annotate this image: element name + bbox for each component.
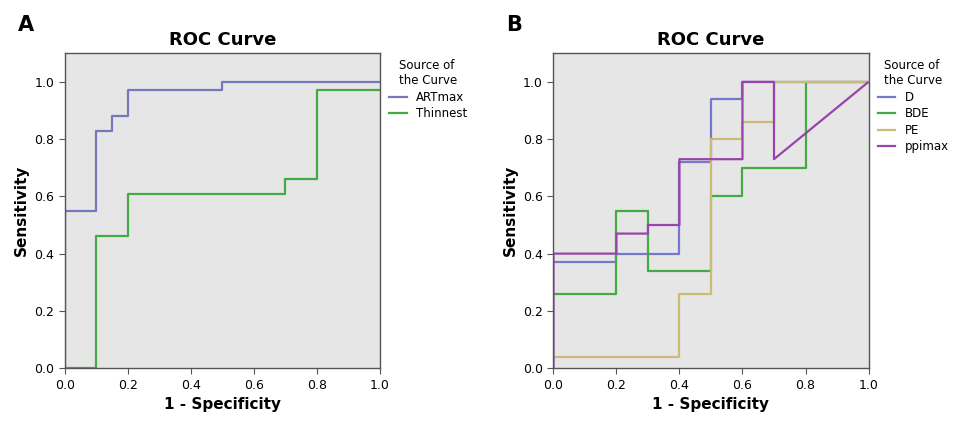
ARTmax	[217, 88, 228, 93]
ARTmax	[106, 128, 117, 133]
D	[674, 251, 686, 256]
BDE	[642, 208, 654, 213]
ppimax	[642, 231, 654, 236]
ARTmax	[106, 114, 117, 119]
ARTmax	[217, 79, 228, 84]
ARTmax	[91, 208, 102, 213]
BDE	[863, 79, 874, 84]
ppimax	[548, 251, 560, 256]
Text: B: B	[507, 15, 522, 35]
Thinnest	[311, 177, 323, 182]
Thinnest	[122, 191, 134, 196]
D	[737, 97, 748, 102]
D	[705, 97, 716, 102]
BDE	[548, 366, 560, 371]
D	[863, 79, 874, 84]
Y-axis label: Sensitivity: Sensitivity	[503, 165, 517, 256]
X-axis label: 1 - Specificity: 1 - Specificity	[653, 397, 769, 412]
BDE	[737, 194, 748, 199]
BDE	[642, 268, 654, 273]
ARTmax	[122, 88, 134, 93]
Legend: ARTmax, Thinnest: ARTmax, Thinnest	[389, 59, 467, 120]
Thinnest	[375, 88, 386, 93]
Thinnest	[59, 366, 70, 371]
Thinnest	[122, 234, 134, 239]
BDE	[799, 165, 811, 170]
BDE	[705, 268, 716, 273]
D	[705, 159, 716, 164]
PE	[705, 137, 716, 142]
Title: ROC Curve: ROC Curve	[169, 31, 276, 49]
ppimax	[674, 222, 686, 227]
BDE	[548, 291, 560, 296]
ppimax	[737, 157, 748, 162]
Line: ARTmax: ARTmax	[65, 82, 380, 368]
ppimax	[737, 79, 748, 84]
BDE	[799, 79, 811, 84]
Thinnest	[91, 366, 102, 371]
PE	[737, 137, 748, 142]
ppimax	[674, 157, 686, 162]
ARTmax	[91, 128, 102, 133]
Y-axis label: Sensitivity: Sensitivity	[13, 165, 29, 256]
Line: PE: PE	[554, 82, 869, 368]
ARTmax	[59, 208, 70, 213]
Line: Thinnest: Thinnest	[65, 90, 380, 368]
Text: A: A	[17, 15, 34, 35]
PE	[705, 291, 716, 296]
PE	[863, 79, 874, 84]
ppimax	[548, 366, 560, 371]
ARTmax	[122, 114, 134, 119]
D	[548, 366, 560, 371]
Title: ROC Curve: ROC Curve	[658, 31, 765, 49]
BDE	[705, 194, 716, 199]
X-axis label: 1 - Specificity: 1 - Specificity	[164, 397, 281, 412]
Line: ppimax: ppimax	[554, 82, 869, 368]
ppimax	[642, 222, 654, 227]
ppimax	[768, 79, 780, 84]
ppimax	[611, 231, 622, 236]
D	[611, 251, 622, 256]
Thinnest	[279, 191, 291, 196]
BDE	[737, 165, 748, 170]
Thinnest	[311, 88, 323, 93]
Thinnest	[279, 177, 291, 182]
BDE	[611, 208, 622, 213]
Legend: D, BDE, PE, ppimax: D, BDE, PE, ppimax	[877, 59, 949, 153]
D	[611, 260, 622, 265]
PE	[548, 354, 560, 359]
Line: D: D	[554, 82, 869, 368]
PE	[737, 119, 748, 124]
D	[737, 79, 748, 84]
PE	[768, 119, 780, 124]
PE	[674, 291, 686, 296]
Thinnest	[59, 366, 70, 371]
D	[548, 260, 560, 265]
ppimax	[768, 157, 780, 162]
Thinnest	[91, 234, 102, 239]
D	[674, 159, 686, 164]
PE	[674, 354, 686, 359]
PE	[768, 79, 780, 84]
PE	[548, 366, 560, 371]
ARTmax	[59, 366, 70, 371]
Line: BDE: BDE	[554, 82, 869, 368]
ppimax	[863, 79, 874, 84]
BDE	[611, 291, 622, 296]
ARTmax	[375, 79, 386, 84]
ppimax	[611, 251, 622, 256]
